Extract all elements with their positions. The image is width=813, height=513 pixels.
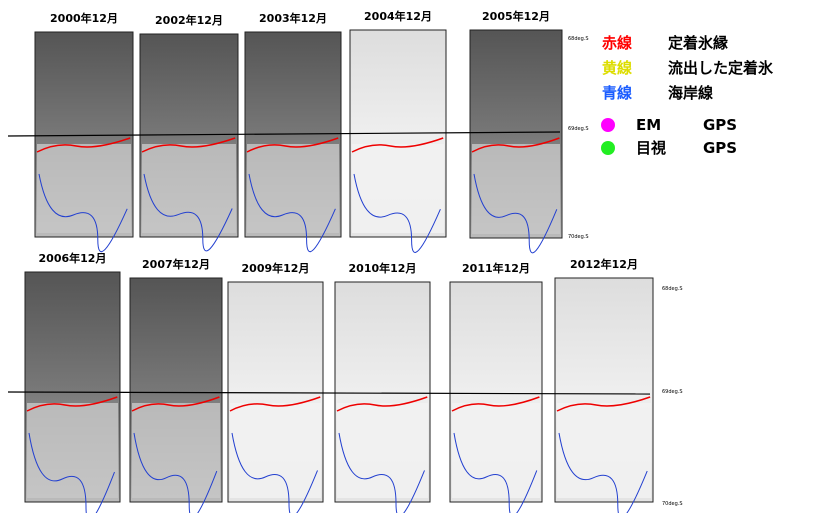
image-panel: 2004年12月 (350, 9, 446, 252)
legend-marker (601, 141, 615, 155)
latitude-label: 70deg.S (568, 234, 589, 240)
legend-key: 目視 (636, 139, 666, 157)
image-panel: 2010年12月 (335, 261, 430, 513)
image-panel: 2012年12月 (555, 257, 653, 513)
legend-text: 定着氷縁 (668, 34, 728, 52)
legend-key: 青線 (602, 84, 632, 102)
latitude-label: 68deg.S (568, 36, 589, 42)
land-area (557, 403, 651, 498)
panel-label: 2004年12月 (364, 9, 432, 23)
land-area (230, 403, 321, 498)
image-panel: 2009年12月 (228, 261, 323, 513)
panel-label: 2006年12月 (39, 251, 107, 265)
panel-label: 2003年12月 (259, 11, 327, 25)
latitude-label: 69deg.S (568, 126, 589, 132)
latitude-label: 68deg.S (662, 286, 683, 292)
image-panel: 2002年12月 (140, 13, 238, 251)
legend-text: 海岸線 (668, 84, 713, 102)
image-panel: 2007年12月 (130, 257, 222, 513)
latitude-label: 69deg.S (662, 389, 683, 395)
legend-text: GPS (703, 139, 737, 157)
legend-key: EM (636, 116, 661, 134)
legend-text: GPS (703, 116, 737, 134)
image-panel: 2006年12月 (25, 251, 120, 513)
image-panel: 2005年12月 (470, 9, 562, 253)
land-area (37, 144, 131, 233)
panel-label: 2012年12月 (570, 257, 638, 271)
panel-label: 2002年12月 (155, 13, 223, 27)
latitude-label: 70deg.S (662, 501, 683, 507)
image-panel: 2003年12月 (245, 11, 341, 252)
land-area (132, 403, 220, 498)
panel-label: 2010年12月 (349, 261, 417, 275)
legend-key: 赤線 (602, 34, 632, 52)
image-panel: 2011年12月 (450, 261, 542, 513)
land-area (142, 144, 236, 233)
panels: 2000年12月 2002年12月 2003年12月 2004年12月 2005年12月… (25, 9, 683, 513)
legend-text: 流出した定着氷 (668, 59, 774, 77)
legend-marker (601, 118, 615, 132)
land-area (27, 403, 118, 498)
land-area (352, 144, 444, 233)
panel-label: 2000年12月 (50, 11, 118, 25)
land-area (472, 144, 560, 234)
image-panel: 2000年12月 (35, 11, 133, 252)
panel-label: 2009年12月 (242, 261, 310, 275)
figure: 2000年12月 2002年12月 2003年12月 2004年12月 2005年12月… (0, 0, 813, 513)
panel-label: 2007年12月 (142, 257, 210, 271)
panel-label: 2011年12月 (462, 261, 530, 275)
land-area (452, 403, 540, 498)
legend-key: 黄線 (602, 59, 632, 77)
panel-label: 2005年12月 (482, 9, 550, 23)
land-area (247, 144, 339, 233)
land-area (337, 403, 428, 498)
